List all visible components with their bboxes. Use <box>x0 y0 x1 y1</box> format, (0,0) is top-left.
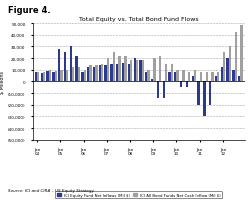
Bar <box>153 59 156 82</box>
Bar <box>174 73 176 82</box>
Bar <box>37 73 40 82</box>
Text: Figure 4.: Figure 4. <box>8 6 50 15</box>
Bar <box>192 76 194 82</box>
Bar <box>211 73 214 82</box>
Bar <box>238 76 240 82</box>
Title: Total Equity vs. Total Bond Fund Flows: Total Equity vs. Total Bond Fund Flows <box>79 17 198 22</box>
Bar <box>128 65 130 82</box>
Bar <box>66 70 68 82</box>
Bar <box>81 73 84 82</box>
Bar <box>84 70 86 82</box>
Bar <box>234 33 237 82</box>
Bar <box>116 65 118 82</box>
Bar <box>70 47 72 82</box>
Bar <box>159 56 162 82</box>
Bar <box>54 72 57 82</box>
Bar <box>226 59 229 82</box>
Bar <box>46 72 49 82</box>
Bar <box>200 73 202 82</box>
Bar <box>182 70 184 82</box>
Bar <box>139 61 142 82</box>
Bar <box>130 61 132 82</box>
Bar <box>203 82 206 117</box>
Bar <box>145 73 148 82</box>
Bar <box>220 68 223 82</box>
Bar <box>122 63 124 82</box>
Bar <box>78 68 80 82</box>
Legend: ICI Equity Fund Net Inflows (Mil $), ICI All Bond Funds Net Cash Inflow (Mil $): ICI Equity Fund Net Inflows (Mil $), ICI… <box>55 191 222 198</box>
Bar <box>215 76 217 82</box>
Bar <box>35 73 37 82</box>
Bar <box>60 70 63 82</box>
Bar <box>229 47 231 82</box>
Bar <box>90 66 92 82</box>
Bar <box>217 73 220 82</box>
Bar <box>107 59 109 82</box>
Bar <box>194 70 196 82</box>
Bar <box>232 70 234 82</box>
Bar <box>151 80 153 82</box>
Bar <box>157 82 159 98</box>
Bar <box>188 73 190 82</box>
Bar <box>223 53 225 82</box>
Bar <box>118 56 121 82</box>
Bar <box>124 56 126 82</box>
Bar <box>87 68 90 82</box>
Bar <box>168 73 171 82</box>
Bar <box>112 53 115 82</box>
Bar <box>209 82 211 105</box>
Bar <box>198 82 200 105</box>
Bar <box>99 66 101 82</box>
Bar <box>162 82 165 98</box>
Bar <box>142 61 144 82</box>
Bar <box>104 66 107 82</box>
Bar <box>95 66 98 82</box>
Bar <box>41 74 43 82</box>
Bar <box>240 26 243 82</box>
Bar <box>148 70 150 82</box>
Bar <box>171 65 173 82</box>
Bar <box>165 65 167 82</box>
Bar <box>72 68 74 82</box>
Bar <box>93 68 95 82</box>
Bar <box>101 65 103 82</box>
Bar <box>52 72 54 82</box>
Bar <box>180 82 182 88</box>
Bar <box>186 82 188 88</box>
Bar <box>43 73 45 82</box>
Bar <box>58 50 60 82</box>
Y-axis label: $ Millions: $ Millions <box>0 71 5 93</box>
Bar <box>176 70 179 82</box>
Bar <box>136 61 138 82</box>
Bar <box>49 70 51 82</box>
Bar <box>64 53 66 82</box>
Bar <box>206 73 208 82</box>
Bar <box>76 56 78 82</box>
Text: Source: ICI and CIRA – US Equity Strategy: Source: ICI and CIRA – US Equity Strateg… <box>8 188 94 192</box>
Bar <box>110 65 112 82</box>
Bar <box>134 59 136 82</box>
